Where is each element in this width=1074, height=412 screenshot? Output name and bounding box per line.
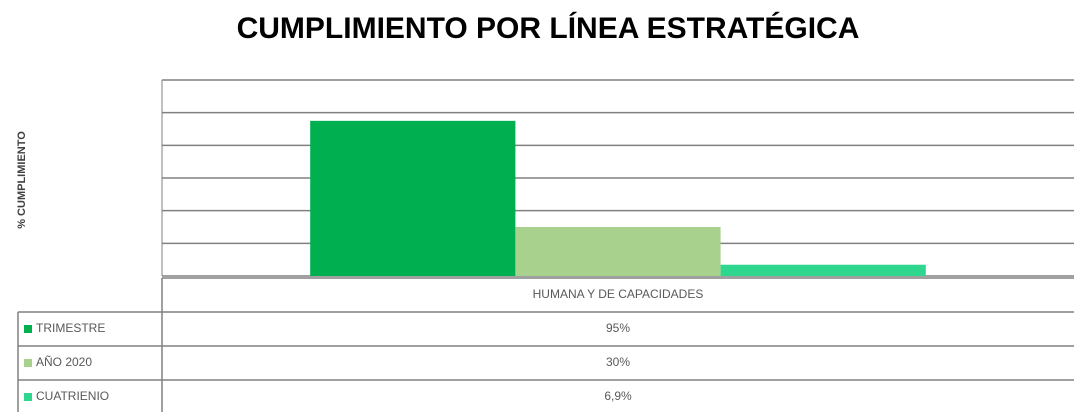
legend-swatch [24, 359, 32, 367]
legend-swatch [24, 325, 32, 333]
chart-title: CUMPLIMIENTO POR LÍNEA ESTRATÉGICA [237, 11, 860, 45]
legend-label: CUATRIENIO [36, 389, 109, 403]
data-label: 30% [606, 355, 630, 369]
data-label: 95% [606, 321, 630, 335]
legend-swatch [24, 393, 32, 401]
y-axis-label: % CUMPLIMIENTO [16, 131, 28, 229]
data-label: 6,9% [604, 389, 632, 403]
legend-label: AÑO 2020 [36, 355, 92, 369]
bar [720, 264, 926, 276]
bar [310, 120, 516, 276]
bar [515, 227, 721, 276]
x-tick-label: HUMANA Y DE CAPACIDADES [533, 287, 704, 301]
legend-label: TRIMESTRE [36, 321, 105, 335]
